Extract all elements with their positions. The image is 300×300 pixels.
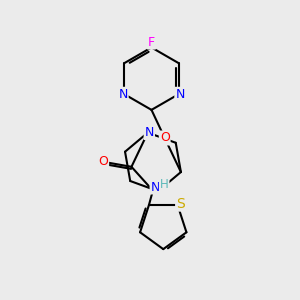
Text: N: N [145, 126, 154, 139]
Text: H: H [160, 178, 169, 190]
Text: N: N [151, 181, 160, 194]
Text: F: F [148, 36, 155, 49]
Text: N: N [118, 88, 128, 101]
Text: O: O [98, 155, 108, 168]
Text: N: N [175, 88, 185, 101]
Text: O: O [160, 131, 169, 145]
Text: S: S [176, 196, 185, 211]
